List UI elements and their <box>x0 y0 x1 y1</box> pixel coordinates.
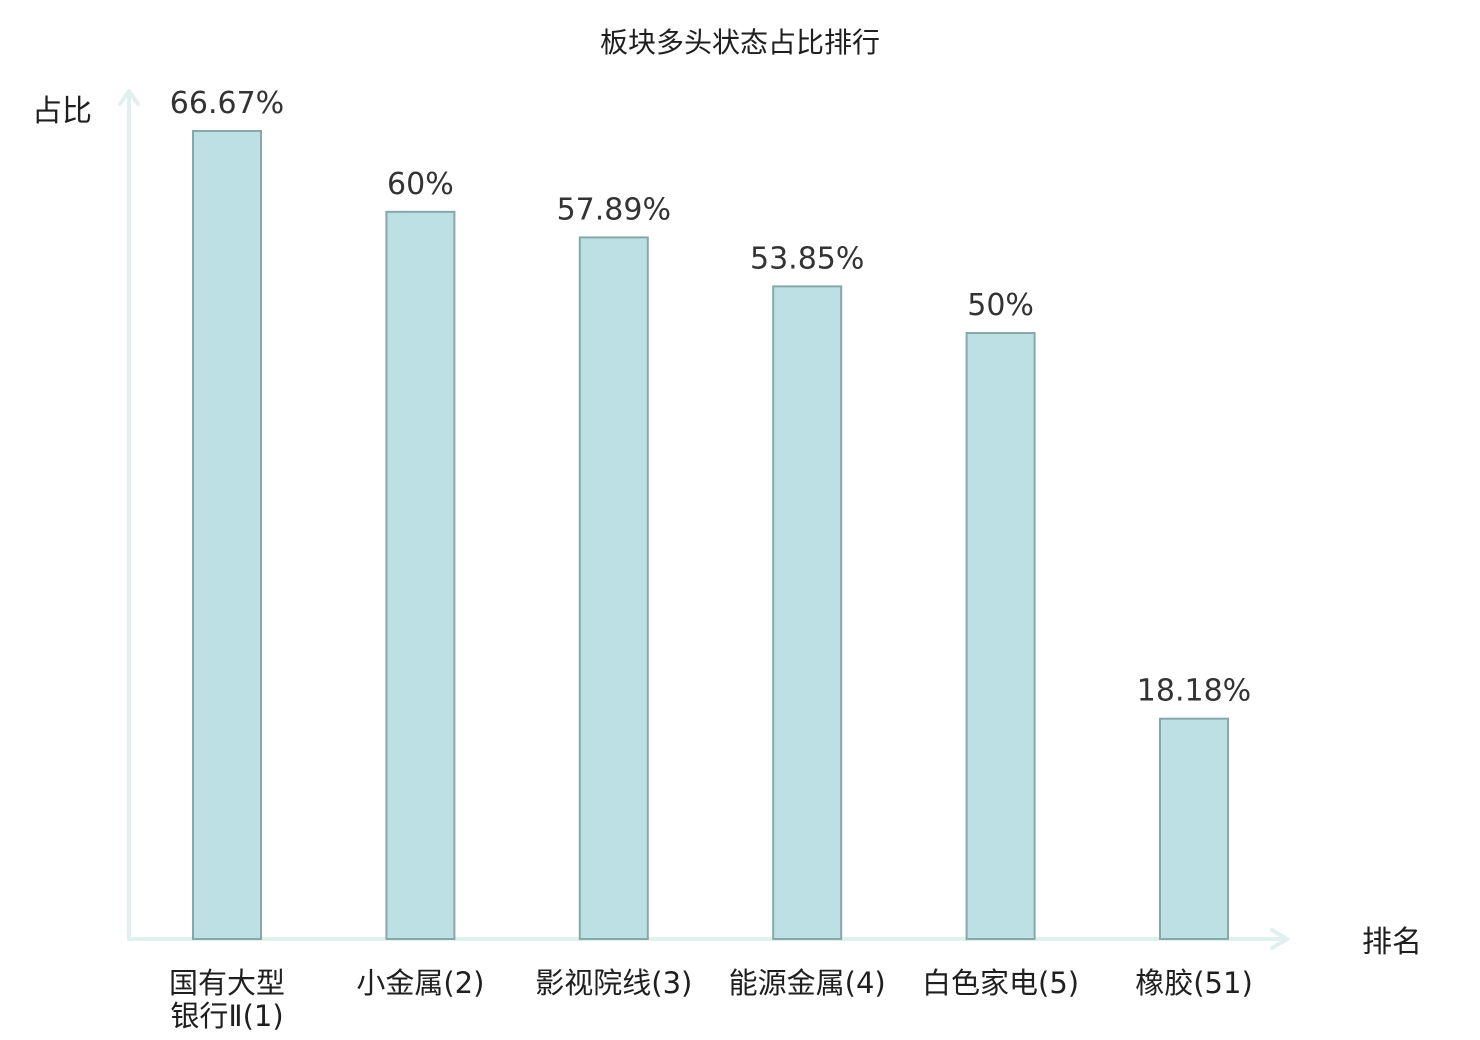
value-label: 60% <box>387 167 454 202</box>
category-label-line: 白色家电(5) <box>922 966 1079 1000</box>
category-label: 国有大型银行Ⅱ(1) <box>169 966 285 1033</box>
category-label: 能源金属(4) <box>729 966 886 1000</box>
y-axis-arrow <box>118 89 140 106</box>
chart-title: 板块多头状态占比排行 <box>600 26 880 59</box>
value-label: 50% <box>967 288 1034 323</box>
category-label-line: 橡胶(51) <box>1135 966 1253 1000</box>
category-label: 橡胶(51) <box>1135 966 1253 1000</box>
category-labels: 国有大型银行Ⅱ(1) 小金属(2) 影视院线(3) 能源金属(4) 白色家电(5) 橡胶(… <box>169 966 1253 1033</box>
category-label-line: 小金属(2) <box>356 966 484 1000</box>
value-label: 57.89% <box>557 192 671 227</box>
value-label: 53.85% <box>750 241 864 276</box>
category-label-line: 能源金属(4) <box>729 966 886 1000</box>
bar <box>385 210 456 940</box>
bars <box>192 130 1229 941</box>
x-axis-arrow <box>1270 928 1289 950</box>
value-labels: 66.67% 60% 57.89% 53.85% 50% 18.18% <box>170 86 1251 709</box>
category-label: 白色家电(5) <box>922 966 1079 1000</box>
axes <box>118 89 1289 950</box>
value-label: 66.67% <box>170 86 284 121</box>
bar <box>772 285 843 941</box>
value-label: 18.18% <box>1137 674 1251 709</box>
x-axis-label: 排名 <box>1362 925 1422 960</box>
category-label-line: 国有大型 <box>169 966 285 1000</box>
y-axis-label: 占比 <box>32 94 92 129</box>
category-label-line: 银行Ⅱ(1) <box>170 999 283 1033</box>
bar <box>965 332 1036 941</box>
bar <box>192 130 262 940</box>
category-label: 小金属(2) <box>356 966 484 1000</box>
bar <box>1159 717 1229 941</box>
category-label: 影视院线(3) <box>535 966 692 1000</box>
category-label-line: 影视院线(3) <box>535 966 692 1000</box>
bar <box>578 236 649 941</box>
